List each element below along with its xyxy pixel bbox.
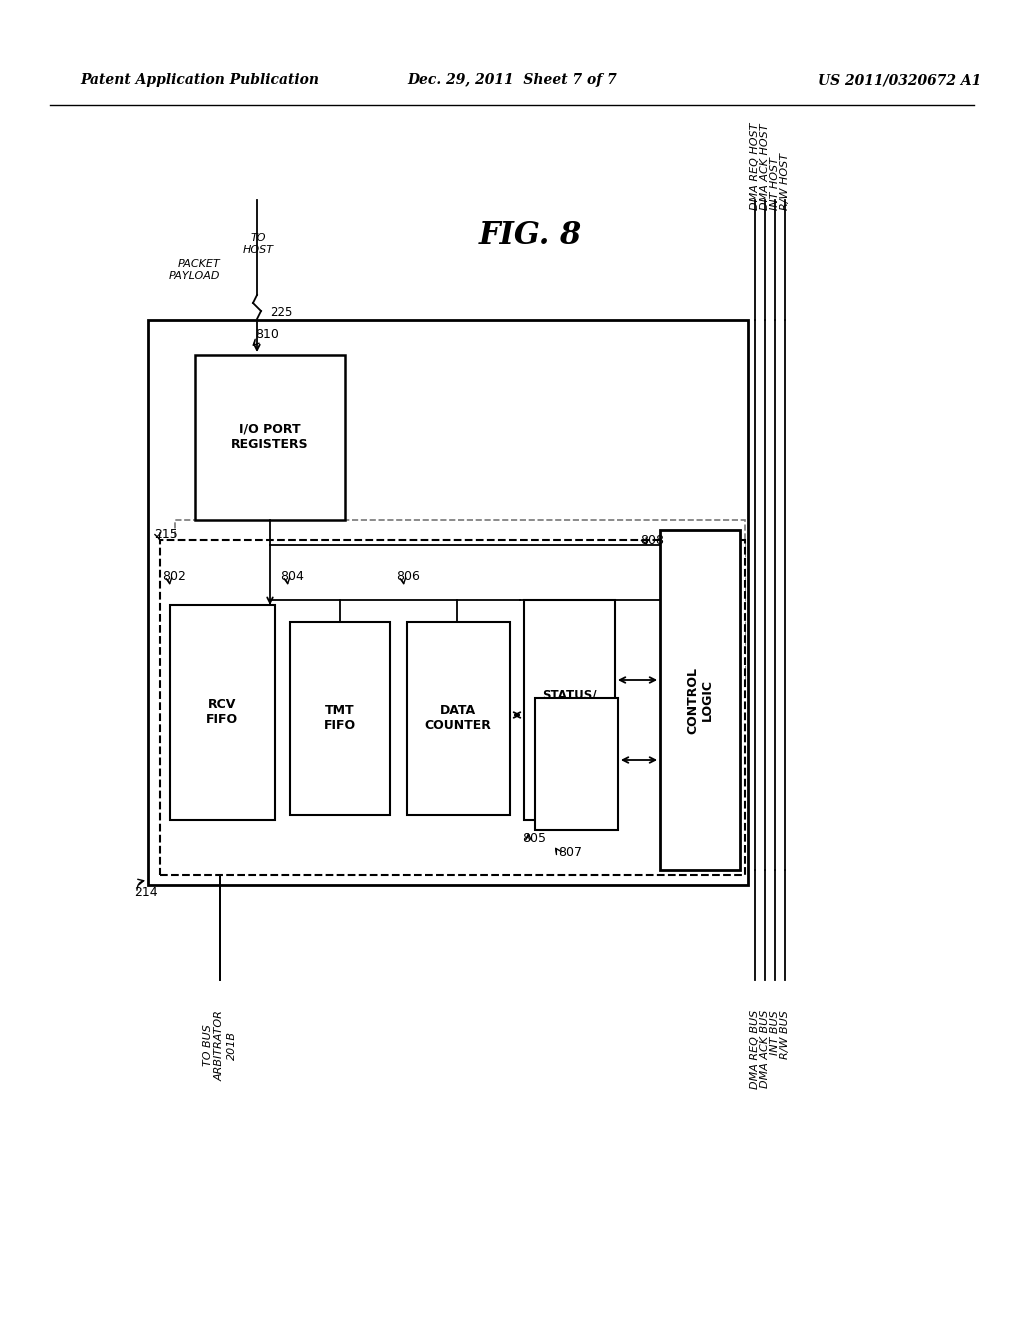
Text: Dec. 29, 2011  Sheet 7 of 7: Dec. 29, 2011 Sheet 7 of 7 bbox=[408, 73, 616, 87]
Bar bbox=[535, 698, 618, 830]
Text: 215: 215 bbox=[154, 528, 178, 541]
Text: RCV
FIFO: RCV FIFO bbox=[206, 698, 238, 726]
Text: US 2011/0320672 A1: US 2011/0320672 A1 bbox=[818, 73, 982, 87]
Text: 804: 804 bbox=[280, 569, 304, 582]
Text: TO BUS
ARBITRATOR
201B: TO BUS ARBITRATOR 201B bbox=[204, 1010, 237, 1081]
Text: 225: 225 bbox=[270, 305, 293, 318]
Bar bbox=[175, 520, 745, 685]
Text: TMT
FIFO: TMT FIFO bbox=[324, 704, 356, 733]
Text: 806: 806 bbox=[396, 569, 420, 582]
Text: INT HOST: INT HOST bbox=[770, 157, 780, 210]
Text: DMA ACK HOST: DMA ACK HOST bbox=[760, 124, 770, 210]
Bar bbox=[160, 540, 745, 875]
Text: I/O PORT
REGISTERS: I/O PORT REGISTERS bbox=[231, 422, 309, 451]
Text: R/W BUS: R/W BUS bbox=[780, 1010, 790, 1059]
Bar bbox=[148, 319, 748, 884]
Text: DMA REQ BUS: DMA REQ BUS bbox=[750, 1010, 760, 1089]
Text: PACKET
PAYLOAD: PACKET PAYLOAD bbox=[169, 259, 220, 281]
Text: 810: 810 bbox=[255, 329, 279, 342]
Text: 807: 807 bbox=[558, 846, 582, 859]
Text: 802: 802 bbox=[162, 569, 186, 582]
Text: 805: 805 bbox=[522, 832, 546, 845]
Text: Patent Application Publication: Patent Application Publication bbox=[80, 73, 319, 87]
Bar bbox=[170, 605, 275, 820]
Text: DATA
COUNTER: DATA COUNTER bbox=[425, 704, 492, 733]
Bar bbox=[195, 355, 345, 520]
Text: 214: 214 bbox=[134, 886, 158, 899]
Bar bbox=[524, 601, 615, 820]
Text: TO
HOST: TO HOST bbox=[243, 234, 273, 255]
Text: FIG. 8: FIG. 8 bbox=[478, 219, 582, 251]
Text: QUEUE
REG./
COUNTER: QUEUE REG./ COUNTER bbox=[546, 747, 606, 780]
Text: STATUS/
CONTROL
REG.: STATUS/ CONTROL REG. bbox=[538, 689, 601, 731]
Text: INT BUS: INT BUS bbox=[770, 1010, 780, 1055]
Text: DMA ACK BUS: DMA ACK BUS bbox=[760, 1010, 770, 1089]
Text: R/W HOST: R/W HOST bbox=[780, 153, 790, 210]
Bar bbox=[660, 531, 740, 870]
Text: DMA REQ HOST: DMA REQ HOST bbox=[750, 123, 760, 210]
Text: CONTROL
LOGIC: CONTROL LOGIC bbox=[686, 667, 714, 734]
Bar bbox=[290, 622, 390, 814]
Bar bbox=[407, 622, 510, 814]
Text: 808: 808 bbox=[640, 533, 664, 546]
